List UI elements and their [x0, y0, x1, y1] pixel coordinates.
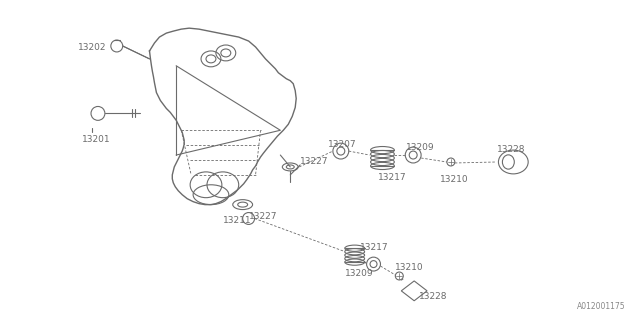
Text: 13210: 13210: [396, 263, 424, 272]
Ellipse shape: [233, 200, 253, 210]
Text: 13210: 13210: [440, 175, 468, 184]
Text: A012001175: A012001175: [577, 302, 625, 311]
Text: 13209: 13209: [345, 269, 373, 278]
Text: 13201: 13201: [82, 135, 111, 144]
Text: 13217: 13217: [378, 173, 406, 182]
Text: 13209: 13209: [406, 143, 435, 152]
Ellipse shape: [499, 150, 528, 174]
Text: 13202: 13202: [78, 43, 107, 52]
Text: 13211: 13211: [223, 215, 252, 225]
Circle shape: [91, 107, 105, 120]
Text: 13228: 13228: [497, 145, 525, 154]
Text: 13207: 13207: [328, 140, 356, 149]
Text: 13227: 13227: [300, 157, 329, 166]
Text: 13228: 13228: [419, 292, 447, 301]
Ellipse shape: [282, 163, 298, 171]
Text: 13227: 13227: [248, 212, 277, 220]
Text: 13217: 13217: [360, 243, 388, 252]
Polygon shape: [401, 281, 427, 301]
Polygon shape: [150, 28, 296, 204]
